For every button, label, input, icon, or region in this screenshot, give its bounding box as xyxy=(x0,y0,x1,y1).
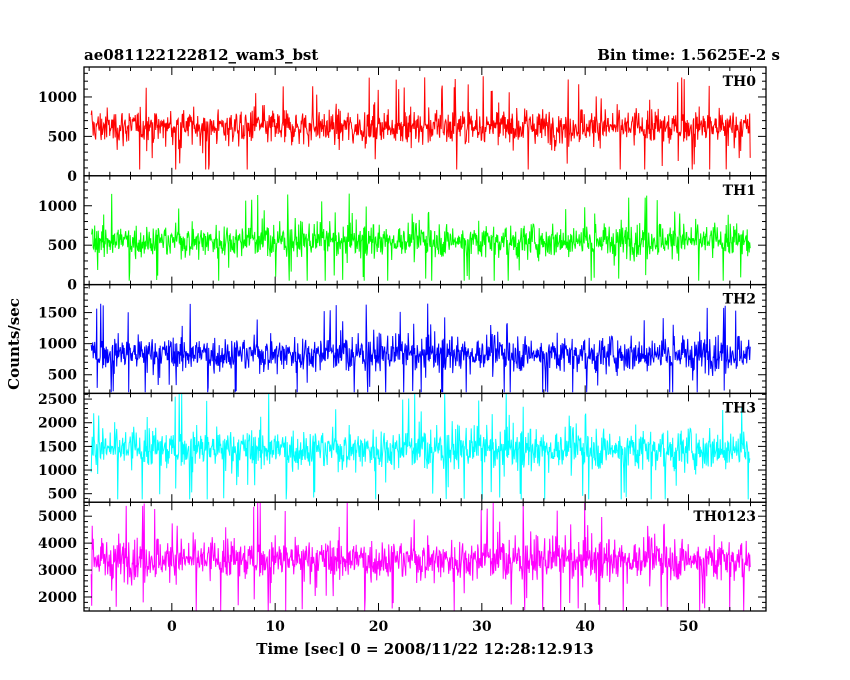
panel-th3: 500 1000 1500 2000 2500 TH3 xyxy=(38,392,767,503)
panel-label-th2: TH2 xyxy=(723,292,756,308)
series-line-th3 xyxy=(90,393,751,500)
x-tick-label: 40 xyxy=(575,619,595,635)
x-tick-label: 50 xyxy=(679,619,699,635)
chart-title: ae081122122812_wam3_bst xyxy=(84,46,318,64)
y-tick-label: 0 xyxy=(67,169,77,185)
series-line-th0 xyxy=(90,76,751,170)
x-axis-label: Time [sec] 0 = 2008/11/22 12:28:12.913 xyxy=(256,640,593,658)
panel-frame xyxy=(83,175,767,286)
panel-frame xyxy=(83,501,767,612)
y-tick-label: 500 xyxy=(48,238,77,254)
y-axis-label: Counts/sec xyxy=(5,298,23,390)
bin-time-label: Bin time: 1.5625E-2 s xyxy=(597,46,780,64)
x-tick-label: 20 xyxy=(369,619,389,635)
panel-th0123: 2000 3000 4000 5000 TH0123 xyxy=(38,501,767,612)
x-tick-label: 10 xyxy=(265,619,285,635)
x-tick-label: 0 xyxy=(167,619,177,635)
panel-th1: 0 500 1000 TH1 xyxy=(38,175,767,294)
panel-label-th1: TH1 xyxy=(723,183,756,199)
y-tick-label: 2500 xyxy=(38,392,77,408)
y-tick-label: 2000 xyxy=(38,590,77,606)
x-tick-label: 30 xyxy=(472,619,492,635)
y-tick-label: 2000 xyxy=(38,416,77,432)
panel-label-th0: TH0 xyxy=(723,74,757,90)
y-tick-label: 5000 xyxy=(38,509,77,525)
panel-label-th3: TH3 xyxy=(723,400,756,416)
y-tick-label: 500 xyxy=(48,487,77,503)
y-tick-label: 500 xyxy=(48,129,77,145)
panel-label-th0123: TH0123 xyxy=(693,509,756,525)
y-tick-label: 1000 xyxy=(38,199,77,215)
series-line-th0123 xyxy=(90,502,751,611)
panels-group: 05001000TH005001000TH150010001500TH25001… xyxy=(38,66,767,635)
series-line-th1 xyxy=(91,193,751,281)
y-tick-label: 1000 xyxy=(38,337,77,353)
y-tick-label: 1500 xyxy=(38,306,77,322)
y-tick-label: 1000 xyxy=(38,90,77,106)
panel-th0: 0 500 1000 TH0 xyxy=(38,66,767,185)
y-tick-label: 1000 xyxy=(38,463,77,479)
series-line-th2 xyxy=(90,303,751,393)
y-tick-label: 3000 xyxy=(38,563,77,579)
y-tick-label: 4000 xyxy=(38,536,77,552)
y-tick-label: 500 xyxy=(48,368,77,384)
y-tick-label: 1500 xyxy=(38,439,77,455)
y-tick-label: 0 xyxy=(67,278,77,294)
panel-th2: 500 1000 1500 TH2 xyxy=(38,283,767,395)
